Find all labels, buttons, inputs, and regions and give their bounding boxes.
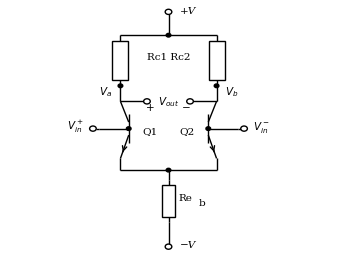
Text: $V_{in}^+$: $V_{in}^+$ [67, 119, 84, 135]
Circle shape [166, 168, 171, 172]
Circle shape [126, 127, 131, 130]
Bar [161, 186, 176, 217]
Text: +: + [146, 103, 155, 113]
Circle shape [90, 126, 96, 131]
Circle shape [187, 99, 193, 104]
Text: Q2: Q2 [180, 127, 195, 136]
Circle shape [214, 84, 219, 88]
Circle shape [144, 99, 150, 104]
Text: b: b [198, 199, 205, 208]
Text: $V_a$: $V_a$ [99, 85, 112, 99]
Text: $V_{in}^-$: $V_{in}^-$ [253, 120, 270, 135]
Text: Q1: Q1 [142, 127, 157, 136]
Text: −: − [182, 103, 191, 113]
Text: Rc1 Rc2: Rc1 Rc2 [147, 54, 190, 63]
Bar [209, 41, 224, 80]
Text: Re: Re [179, 194, 192, 203]
Text: +V: +V [180, 7, 196, 16]
Circle shape [241, 126, 247, 131]
Text: −V: −V [180, 241, 196, 250]
Circle shape [118, 84, 123, 88]
Text: $V_{out}$: $V_{out}$ [158, 95, 179, 109]
Circle shape [166, 33, 171, 37]
Circle shape [206, 127, 211, 130]
Circle shape [165, 9, 172, 15]
Text: $V_b$: $V_b$ [225, 85, 238, 99]
Bar [113, 41, 128, 80]
Circle shape [165, 244, 172, 249]
